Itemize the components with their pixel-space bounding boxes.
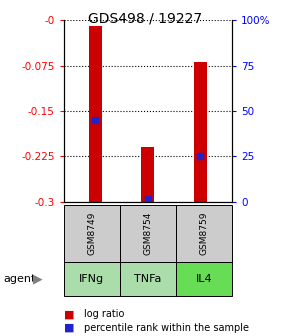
Text: IFNg: IFNg [79, 274, 104, 284]
Text: TNFa: TNFa [134, 274, 162, 284]
Bar [194, 62, 207, 202]
Text: ■: ■ [64, 323, 74, 333]
Bar [141, 147, 155, 202]
Text: GSM8749: GSM8749 [87, 212, 96, 255]
Text: log ratio: log ratio [84, 309, 124, 319]
Text: GSM8754: GSM8754 [143, 212, 153, 255]
Text: agent: agent [3, 274, 35, 284]
Text: GDS498 / 19227: GDS498 / 19227 [88, 12, 202, 26]
Text: ■: ■ [64, 309, 74, 319]
Text: ▶: ▶ [33, 272, 43, 285]
Bar [89, 26, 102, 202]
Text: percentile rank within the sample: percentile rank within the sample [84, 323, 249, 333]
Text: GSM8759: GSM8759 [200, 212, 209, 255]
Text: IL4: IL4 [196, 274, 212, 284]
